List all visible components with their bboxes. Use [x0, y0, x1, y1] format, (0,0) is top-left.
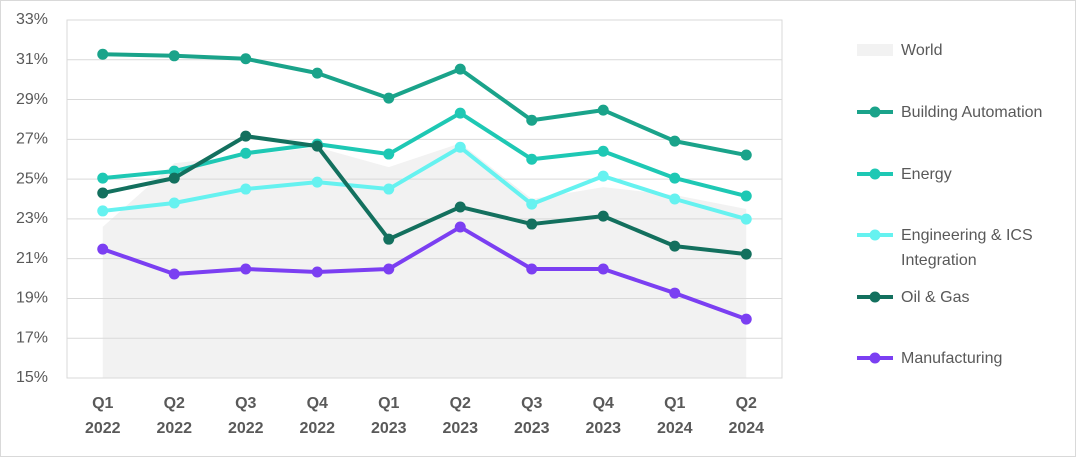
legend-marker — [869, 168, 881, 180]
point — [383, 148, 395, 160]
legend-label: Energy — [901, 166, 952, 183]
point — [669, 193, 681, 205]
point — [669, 240, 681, 252]
point — [454, 107, 466, 119]
point — [669, 287, 681, 299]
legend-marker — [869, 291, 881, 303]
x-tick-label: Q1 2022 — [84, 395, 121, 437]
point — [597, 263, 609, 275]
legend-swatch — [857, 44, 893, 56]
series-line — [102, 111, 747, 198]
point — [669, 172, 681, 184]
y-tick-label: 25% — [16, 170, 48, 187]
point — [383, 233, 395, 245]
point — [97, 205, 109, 217]
point — [311, 266, 323, 278]
point — [168, 197, 180, 209]
point — [97, 187, 109, 199]
point — [97, 48, 109, 60]
legend-marker — [869, 352, 881, 364]
point — [740, 190, 752, 202]
x-tick-label: Q2 2024 — [728, 395, 765, 437]
y-tick-label: 27% — [16, 131, 48, 148]
point — [597, 210, 609, 222]
x-tick-label: Q1 2023 — [370, 395, 407, 437]
plot-frame — [66, 19, 783, 379]
point — [240, 147, 252, 159]
series-line — [102, 134, 747, 257]
point — [240, 53, 252, 65]
y-tick-label: 29% — [16, 91, 48, 108]
legend-label: Engineering & ICS Integration — [901, 227, 1033, 269]
series-line — [102, 225, 747, 322]
point — [97, 172, 109, 184]
point — [383, 92, 395, 104]
series-line — [102, 145, 747, 222]
point — [311, 67, 323, 79]
point — [740, 313, 752, 325]
y-tick-label: 21% — [16, 250, 48, 267]
y-tick-label: 15% — [16, 369, 48, 386]
point — [669, 135, 681, 147]
point — [526, 153, 538, 165]
y-tick-label: 31% — [16, 51, 48, 68]
point — [526, 218, 538, 230]
area — [102, 143, 747, 378]
legend-label: World — [901, 42, 943, 59]
point — [383, 263, 395, 275]
point — [454, 221, 466, 233]
legend-label: Manufacturing — [901, 350, 1003, 367]
legend-label: Oil & Gas — [901, 289, 970, 306]
x-tick-label: Q1 2024 — [656, 395, 693, 437]
legend-label: Building Automation — [901, 104, 1043, 121]
point — [740, 149, 752, 161]
point — [311, 176, 323, 188]
point — [454, 201, 466, 213]
x-tick-label: Q3 2022 — [227, 395, 264, 437]
x-tick-label: Q3 2023 — [513, 395, 550, 437]
point — [311, 140, 323, 152]
point — [454, 63, 466, 75]
x-tick-label: Q2 2022 — [156, 395, 193, 437]
point — [526, 263, 538, 275]
point — [597, 170, 609, 182]
point — [597, 145, 609, 157]
point — [383, 183, 395, 195]
point — [240, 263, 252, 275]
point — [740, 248, 752, 260]
series-line — [102, 52, 747, 158]
x-tick-label: Q4 2023 — [585, 395, 622, 437]
point — [597, 104, 609, 116]
point — [240, 183, 252, 195]
x-tick-label: Q4 2022 — [299, 395, 336, 437]
x-tick-label: Q2 2023 — [442, 395, 479, 437]
point — [168, 172, 180, 184]
point — [526, 114, 538, 126]
y-tick-label: 19% — [16, 290, 48, 307]
y-tick-label: 33% — [16, 11, 48, 28]
point — [168, 50, 180, 62]
point — [454, 141, 466, 153]
legend-marker — [869, 106, 881, 118]
point — [240, 130, 252, 142]
point — [97, 243, 109, 255]
y-tick-label: 17% — [16, 329, 48, 346]
point — [740, 213, 752, 225]
legend-marker — [869, 229, 881, 241]
point — [526, 198, 538, 210]
y-tick-label: 23% — [16, 210, 48, 227]
point — [168, 268, 180, 280]
